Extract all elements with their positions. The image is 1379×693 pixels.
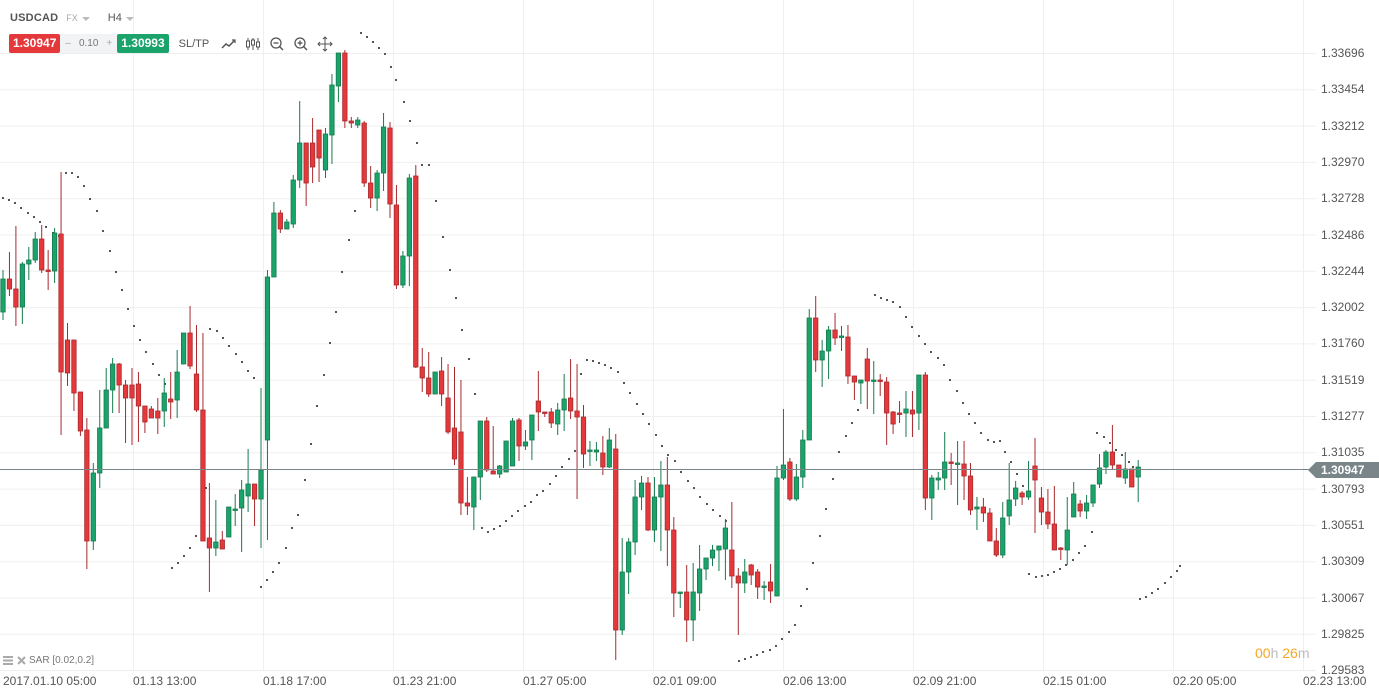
parabolic-sar-dots [2,32,1181,662]
price-tick-label: 1.33212 [1321,118,1365,133]
close-icon[interactable] [17,656,26,665]
price-tick-label: 1.32486 [1321,227,1365,242]
price-tick-label: 1.30309 [1321,554,1365,569]
volume-stepper[interactable]: – 0.10 + [60,34,118,53]
time-tick-label: 01.23 21:00 [393,674,457,688]
time-tick-label: 2017.01.10 05:00 [3,674,97,688]
zoom-in-icon[interactable] [289,34,313,53]
market-dropdown[interactable]: FX [66,12,100,24]
current-price-tag: 1.30947 [1308,462,1379,478]
time-tick-label: 01.13 13:00 [133,674,197,688]
price-tick-label: 1.30067 [1321,590,1365,605]
instrument-header: USDCAD FX H4 [10,12,144,24]
price-tick-label: 1.31277 [1321,409,1365,423]
price-tick-label: 1.29583 [1321,663,1365,678]
price-tick-label: 1.33696 [1321,46,1365,60]
chart-grid [0,0,1316,672]
time-tick-label: 02.01 09:00 [653,674,717,688]
time-tick-label: 01.27 05:00 [523,674,587,688]
time-tick-label: 02.15 01:00 [1043,674,1107,688]
price-tick-label: 1.32970 [1321,154,1365,169]
price-tick-label: 1.30551 [1321,517,1365,532]
zoom-out-icon[interactable] [265,34,289,53]
candle-countdown-timer: 00h 26m [1255,645,1310,661]
price-tick-label: 1.32728 [1321,191,1365,206]
time-tick-label: 02.23 13:00 [1303,674,1367,688]
candles [0,50,1141,660]
price-tick-label: 1.29825 [1321,626,1365,641]
indicator-label: SAR [0.02,0.2] [29,655,95,666]
trade-toolbar: 1.30947 – 0.10 + 1.30993 SL/TP [9,34,337,53]
time-tick-label: 01.18 17:00 [263,674,327,688]
price-tick-label: 1.31519 [1321,372,1365,387]
price-tick-label: 1.31035 [1321,445,1365,460]
chevron-down-icon [81,17,90,21]
time-tick-label: 02.09 21:00 [913,674,977,688]
price-tick-label: 1.32244 [1321,263,1365,278]
sltp-button[interactable]: SL/TP [178,37,210,50]
plus-icon[interactable]: + [106,38,113,49]
timeframe-dropdown[interactable]: H4 [108,12,144,24]
minus-icon[interactable]: – [65,38,71,49]
price-tick-label: 1.30793 [1321,481,1365,496]
settings-icon[interactable] [3,656,14,665]
indicator-legend: SAR [0.02,0.2] [3,655,94,666]
sell-button[interactable]: 1.30947 [9,34,61,53]
price-tick-label: 1.32002 [1321,300,1365,315]
time-tick-label: 02.20 05:00 [1173,674,1237,688]
move-icon[interactable] [313,34,337,53]
price-tick-label: 1.31760 [1321,336,1365,351]
symbol-label: USDCAD [10,12,59,24]
time-tick-label: 02.06 13:00 [783,674,847,688]
spread-value: 0.10 [78,38,99,49]
price-tick-label: 1.33454 [1321,82,1365,97]
chevron-down-icon [125,17,134,21]
line-chart-icon[interactable] [217,34,241,53]
candlestick-icon[interactable] [241,34,265,53]
buy-button[interactable]: 1.30993 [117,34,169,53]
